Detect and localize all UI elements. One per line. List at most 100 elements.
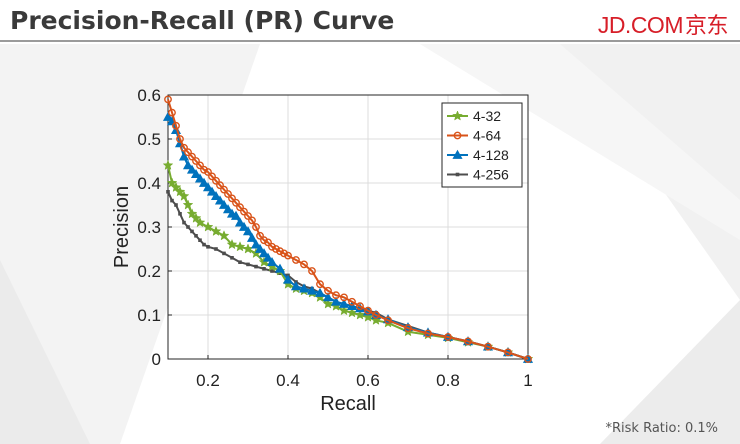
point-4-64-23: [256, 231, 264, 240]
point-4-256-5: [186, 225, 190, 229]
point-4-128-15: [222, 204, 234, 214]
legend-entry-4-128: 4-128: [447, 147, 509, 163]
point-4-64-17: [232, 198, 240, 207]
point-4-32-3: [174, 186, 186, 197]
point-4-32-13: [234, 241, 246, 252]
point-4-256-11: [214, 247, 218, 251]
point-4-32-11: [218, 230, 230, 241]
legend-marker-4-256: [455, 172, 460, 177]
point-4-64-24: [260, 236, 268, 245]
x-tick-label-3: 0.8: [436, 371, 460, 390]
point-4-64-15: [224, 190, 232, 198]
page-title: Precision-Recall (PR) Curve: [10, 6, 395, 35]
point-4-64-49: [524, 355, 532, 363]
point-4-64-38: [348, 297, 356, 306]
point-4-64-14: [220, 185, 228, 194]
point-4-64-34: [316, 280, 324, 289]
point-4-64-37: [340, 293, 348, 302]
point-4-128-33: [322, 292, 334, 302]
point-4-256-6: [190, 229, 194, 234]
point-4-128-8: [194, 173, 206, 183]
point-4-256-0: [166, 190, 170, 194]
point-4-256-18: [270, 269, 274, 273]
point-4-64-3: [176, 135, 184, 143]
point-4-128-21: [246, 232, 258, 242]
point-4-64-43: [404, 324, 412, 333]
point-4-64-41: [372, 311, 380, 319]
point-4-128-14: [218, 199, 230, 209]
point-4-256-17: [262, 267, 266, 271]
x-tick-label-2: 0.6: [356, 371, 380, 390]
point-4-64-8: [196, 161, 204, 170]
point-4-64-16: [228, 194, 236, 203]
legend-label-4-32: 4-32: [473, 108, 501, 124]
point-4-64-47: [484, 342, 492, 351]
point-4-32-24: [322, 298, 334, 309]
legend-label-4-64: 4-64: [473, 128, 501, 144]
series-line-4-64: [167, 99, 529, 360]
point-4-128-12: [210, 190, 222, 201]
point-4-128-22: [250, 239, 262, 249]
point-4-64-13: [216, 181, 224, 190]
y-tick-label-1: 0.1: [137, 306, 161, 325]
point-4-64-35: [324, 286, 332, 295]
point-4-64-12: [212, 176, 220, 185]
point-4-64-20: [244, 212, 252, 220]
point-4-64-27: [272, 245, 280, 253]
point-4-128-20: [242, 226, 254, 236]
point-4-32-28: [354, 309, 366, 320]
point-4-128-7: [190, 168, 202, 179]
point-4-32-12: [226, 238, 238, 250]
legend-entry-4-64: 4-64: [447, 128, 501, 144]
point-4-128-29: [290, 281, 302, 291]
legend-label-4-256: 4-256: [473, 167, 509, 183]
point-4-128-34: [330, 296, 342, 306]
point-4-256-14: [238, 260, 242, 264]
point-4-128-4: [178, 151, 190, 161]
point-4-256-13: [230, 256, 234, 260]
y-tick-label-3: 0.3: [137, 218, 161, 237]
point-4-64-33: [308, 267, 316, 275]
risk-ratio-footnote: *Risk Ratio: 0.1%: [605, 421, 719, 436]
point-4-32-29: [362, 311, 374, 322]
point-4-64-25: [264, 238, 272, 247]
point-4-64-46: [464, 337, 472, 346]
point-4-64-31: [292, 256, 300, 264]
point-4-64-1: [168, 108, 176, 117]
x-tick-label-0: 0.2: [196, 371, 220, 390]
point-4-32-2: [170, 181, 182, 192]
point-4-64-39: [356, 302, 364, 311]
legend-marker-4-64: [453, 131, 462, 140]
point-4-256-1: [170, 198, 174, 203]
point-4-128-18: [234, 217, 246, 227]
point-4-256-16: [254, 264, 258, 269]
point-4-256-4: [182, 220, 186, 225]
point-4-64-7: [192, 157, 200, 165]
point-4-64-19: [240, 207, 248, 216]
point-4-64-6: [188, 152, 196, 161]
point-4-128-26: [266, 256, 278, 267]
point-4-64-45: [444, 333, 452, 341]
point-4-128-0: [162, 111, 174, 121]
logo-chinese-text: 京东: [684, 14, 729, 39]
y-tick-label-4: 0.4: [137, 174, 161, 193]
point-4-32-7: [190, 212, 202, 223]
point-4-128-6: [186, 164, 198, 174]
point-4-64-10: [204, 168, 212, 176]
legend-entry-4-256: 4-256: [447, 167, 509, 183]
series-4-64: [164, 95, 532, 363]
point-4-64-30: [284, 251, 292, 260]
point-4-128-17: [230, 210, 242, 220]
point-4-128-36: [346, 300, 358, 311]
point-4-64-42: [384, 316, 392, 325]
point-4-128-30: [298, 283, 310, 293]
point-4-256-8: [198, 238, 202, 242]
point-4-64-4: [180, 143, 188, 152]
legend-marker-4-32: [452, 110, 463, 121]
logo-text: JD.COM: [597, 12, 684, 38]
point-4-32-9: [202, 221, 214, 232]
point-4-64-21: [248, 216, 256, 225]
point-4-256-10: [206, 245, 210, 249]
point-4-64-11: [208, 172, 216, 181]
